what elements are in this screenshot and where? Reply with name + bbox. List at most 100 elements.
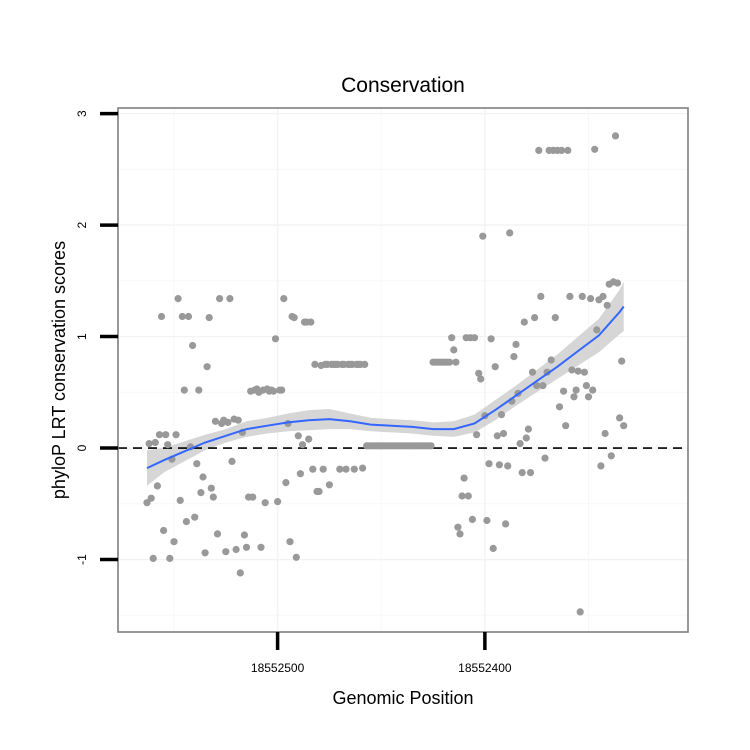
data-point bbox=[155, 431, 164, 439]
data-point bbox=[564, 146, 572, 154]
data-point bbox=[599, 292, 607, 300]
data-point bbox=[446, 358, 454, 366]
data-point bbox=[591, 145, 599, 153]
data-point bbox=[242, 543, 251, 551]
data-point bbox=[336, 465, 344, 473]
data-point bbox=[450, 346, 458, 354]
data-point bbox=[170, 538, 178, 546]
chart-title: Conservation bbox=[341, 74, 465, 97]
data-point bbox=[607, 452, 615, 460]
data-point bbox=[489, 544, 497, 553]
data-point bbox=[180, 386, 188, 394]
data-point bbox=[616, 414, 624, 422]
data-point bbox=[203, 363, 211, 371]
y-tick-label: 2 bbox=[75, 221, 89, 228]
data-point bbox=[506, 229, 514, 237]
y-tick-label: -1 bbox=[75, 554, 89, 565]
data-point bbox=[601, 429, 609, 438]
data-point bbox=[522, 434, 530, 442]
data-point bbox=[487, 335, 495, 343]
data-point bbox=[491, 363, 499, 371]
data-point bbox=[483, 516, 491, 525]
data-point bbox=[587, 295, 595, 303]
data-point bbox=[325, 481, 333, 489]
y-tick-label: 0 bbox=[75, 444, 89, 451]
data-point bbox=[249, 493, 257, 501]
data-point bbox=[568, 366, 576, 374]
x-tick-label: 18552500 bbox=[251, 661, 305, 675]
data-point bbox=[305, 435, 313, 443]
data-point bbox=[611, 132, 620, 140]
data-point bbox=[520, 318, 528, 326]
data-point bbox=[211, 417, 219, 425]
data-point bbox=[493, 432, 501, 440]
data-point bbox=[470, 334, 479, 342]
data-point bbox=[232, 545, 240, 554]
data-point bbox=[182, 518, 190, 526]
data-point bbox=[597, 462, 605, 470]
data-point bbox=[537, 292, 545, 300]
data-point bbox=[184, 312, 193, 321]
data-point bbox=[570, 393, 578, 401]
data-point bbox=[531, 314, 539, 322]
data-point bbox=[576, 608, 584, 616]
data-point bbox=[578, 292, 586, 300]
data-point bbox=[151, 438, 159, 447]
data-point bbox=[528, 368, 537, 376]
data-point bbox=[589, 386, 597, 394]
data-point bbox=[454, 523, 462, 531]
data-point bbox=[145, 440, 153, 448]
y-tick-label: 1 bbox=[75, 333, 89, 340]
data-point bbox=[205, 314, 213, 322]
data-point bbox=[222, 548, 230, 556]
data-point bbox=[560, 387, 568, 395]
data-point bbox=[566, 292, 574, 300]
data-point bbox=[512, 340, 520, 348]
data-point bbox=[174, 295, 182, 303]
data-point bbox=[603, 301, 611, 309]
data-point bbox=[224, 418, 232, 426]
data-point bbox=[473, 431, 481, 439]
data-point bbox=[149, 554, 157, 563]
data-point bbox=[294, 432, 302, 440]
data-point bbox=[497, 411, 506, 419]
data-point bbox=[613, 279, 622, 287]
confidence-ribbon bbox=[147, 281, 624, 486]
data-point bbox=[153, 482, 161, 490]
data-point bbox=[209, 493, 217, 501]
data-point bbox=[516, 440, 524, 448]
data-point bbox=[495, 461, 503, 469]
x-axis-title: Genomic Position bbox=[332, 688, 473, 708]
data-point bbox=[166, 554, 174, 563]
data-point bbox=[479, 232, 487, 240]
data-point bbox=[562, 422, 570, 430]
data-point bbox=[164, 441, 172, 449]
data-point bbox=[526, 469, 535, 477]
data-point bbox=[195, 386, 203, 394]
data-point bbox=[236, 569, 244, 577]
data-point bbox=[558, 146, 566, 154]
data-point bbox=[257, 543, 265, 551]
data-point bbox=[468, 515, 476, 524]
data-point bbox=[427, 442, 435, 450]
data-point bbox=[191, 513, 199, 521]
y-axis-title: phyloP LRT conservation scores bbox=[49, 241, 69, 499]
data-point bbox=[456, 530, 464, 538]
data-point bbox=[172, 431, 180, 439]
data-point bbox=[593, 326, 601, 334]
data-point bbox=[580, 368, 589, 376]
plot-panel-border bbox=[117, 107, 689, 633]
data-point bbox=[618, 357, 626, 365]
data-point bbox=[298, 441, 307, 449]
data-point bbox=[460, 474, 468, 482]
data-point bbox=[199, 473, 207, 481]
data-point bbox=[271, 335, 280, 343]
y-tick-label: 3 bbox=[75, 110, 89, 117]
data-point bbox=[448, 334, 456, 342]
data-point bbox=[178, 312, 186, 321]
data-point bbox=[176, 496, 184, 504]
data-point bbox=[524, 425, 533, 433]
data-point bbox=[147, 494, 155, 502]
data-point bbox=[216, 295, 224, 303]
